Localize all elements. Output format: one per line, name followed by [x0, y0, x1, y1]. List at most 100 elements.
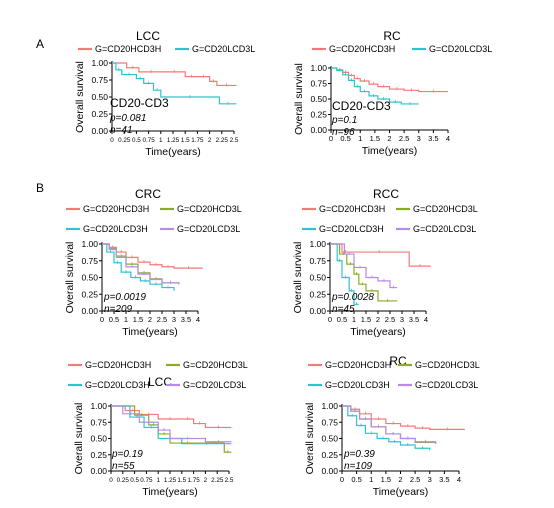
chart-annotation: CD20-CD3 — [110, 96, 169, 110]
y-tick-label: 0.50 — [91, 92, 108, 102]
x-tick-label: 2 — [387, 134, 391, 143]
y-tick-label: 0.75 — [81, 256, 98, 266]
chart-title: RC — [383, 29, 401, 43]
y-axis-title: Overall survival — [73, 403, 85, 475]
y-tick-label: 0.00 — [90, 466, 107, 476]
y-tick-label: 0.00 — [91, 126, 108, 136]
x-tick-label: 1.5 — [177, 477, 186, 484]
x-tick-label: 1.75 — [187, 477, 200, 484]
km-curve-cd20lcd3l — [331, 67, 419, 105]
chart-annotation: n=41 — [110, 125, 133, 136]
chart-title: LCC — [148, 375, 172, 389]
x-tick-label: 2 — [376, 315, 380, 324]
x-tick-label: 3 — [172, 315, 176, 324]
legend-label: G=CD20HCD3H — [85, 360, 151, 370]
legend-label: G=CD20LCD3H — [83, 224, 148, 234]
y-axis-title: Overall survival — [293, 63, 305, 135]
chart-annotation: n=109 — [344, 461, 373, 472]
panel-label-a: A — [36, 37, 44, 51]
x-tick-label: 1.25 — [167, 137, 180, 144]
km-curve-cd20hcd3h — [112, 62, 237, 87]
legend-label: G=CD20LCD3L — [429, 44, 492, 54]
x-tick-label: 3.5 — [181, 315, 191, 324]
x-axis-title: Time(years) — [122, 326, 178, 338]
x-tick-label: 2.5 — [399, 134, 409, 143]
legend-label: G=CD20LCD3L — [192, 44, 255, 54]
legend-label: G=CD20HCD3H — [329, 44, 395, 54]
x-tick-label: 0.5 — [132, 137, 141, 144]
legend-label: G=CD20LCD3H — [319, 224, 384, 234]
x-tick-label: 2.5 — [230, 137, 239, 144]
x-tick-label: 2 — [208, 137, 212, 144]
x-axis-title: Time(years) — [350, 326, 406, 338]
y-tick-label: 0.25 — [309, 289, 326, 299]
chart-annotation: p=0.39 — [343, 449, 375, 460]
x-tick-label: 0 — [100, 315, 104, 324]
x-tick-label: 2 — [148, 315, 152, 324]
y-axis-title: Overall survival — [74, 61, 86, 133]
x-tick-label: 0.75 — [142, 137, 155, 144]
y-tick-label: 1.00 — [81, 239, 98, 249]
x-tick-label: 1 — [358, 134, 362, 143]
y-tick-label: 1.00 — [309, 239, 326, 249]
x-axis-title: Time(years) — [362, 145, 418, 157]
legend-label: G=CD20HCD3H — [319, 204, 385, 214]
x-tick-label: 0 — [328, 315, 332, 324]
y-tick-label: 0.50 — [310, 94, 327, 104]
km-curve-cd20lcd3h — [102, 243, 175, 291]
chart-annotation: p=0.19 — [111, 449, 143, 460]
legend-label: G=CD20HCD3H — [325, 360, 391, 370]
y-axis-title: Overall survival — [304, 403, 316, 475]
chart-annotation: n=55 — [112, 461, 135, 472]
x-tick-label: 0.5 — [340, 134, 350, 143]
chart-title: RCC — [373, 187, 399, 201]
km-curve-cd20hcd3h — [330, 243, 431, 267]
y-tick-label: 0.25 — [310, 110, 327, 120]
km-curve-cd20lcd3l — [330, 243, 398, 289]
y-axis-title: Overall survival — [64, 242, 76, 314]
x-tick-label: 3.5 — [439, 475, 449, 484]
y-tick-label: 0.75 — [310, 79, 327, 89]
chart-title: CRC — [135, 187, 161, 201]
x-axis-title: Time(years) — [145, 146, 201, 158]
y-tick-label: 0.25 — [90, 450, 107, 460]
x-tick-label: 0.25 — [117, 477, 130, 484]
y-tick-label: 0.75 — [90, 417, 107, 427]
x-tick-label: 3.5 — [428, 134, 438, 143]
km-curve-cd20hcd3h — [111, 405, 232, 429]
x-tick-label: 0.5 — [351, 475, 361, 484]
x-tick-label: 3.5 — [409, 315, 419, 324]
chart-title: LCC — [136, 29, 160, 43]
y-tick-label: 0.50 — [321, 434, 338, 444]
x-tick-label: 0 — [109, 477, 113, 484]
x-tick-label: 0 — [340, 475, 344, 484]
x-tick-label: 0.5 — [130, 477, 139, 484]
x-tick-label: 1.25 — [164, 477, 177, 484]
x-tick-label: 1.5 — [181, 137, 190, 144]
km-chart-2: RCG=CD20HCD3H G=CD20LCD3L0.000.250.500.75… — [293, 29, 492, 157]
chart-annotation: p=0.0019 — [103, 292, 146, 303]
x-tick-label: 2.5 — [385, 315, 395, 324]
x-tick-label: 1.75 — [191, 137, 204, 144]
legend-label: G=CD20LCD3L — [183, 380, 246, 390]
y-tick-label: 0.00 — [309, 306, 326, 316]
x-tick-label: 1.5 — [381, 475, 391, 484]
km-curve-cd20hcd3l — [111, 405, 232, 453]
panel-label-b: B — [36, 181, 44, 195]
x-tick-label: 2 — [204, 477, 208, 484]
chart-annotation: n=96 — [332, 127, 355, 138]
legend-label: G=CD20LCD3L — [413, 224, 476, 234]
y-tick-label: 0.75 — [91, 75, 108, 85]
x-tick-label: 1 — [369, 475, 373, 484]
y-axis-title: Overall survival — [292, 242, 304, 314]
legend-label: G=CD20HCD3H — [83, 204, 149, 214]
y-tick-label: 0.50 — [81, 273, 98, 283]
x-tick-label: 0.75 — [140, 477, 153, 484]
x-tick-label: 1 — [156, 477, 160, 484]
legend-label: G=CD20HCD3L — [183, 360, 248, 370]
legend-label: G=CD20LCD3H — [325, 380, 390, 390]
y-tick-label: 0.00 — [321, 466, 338, 476]
chart-annotation: n=209 — [104, 304, 133, 315]
legend-label: G=CD20HCD3L — [177, 204, 242, 214]
